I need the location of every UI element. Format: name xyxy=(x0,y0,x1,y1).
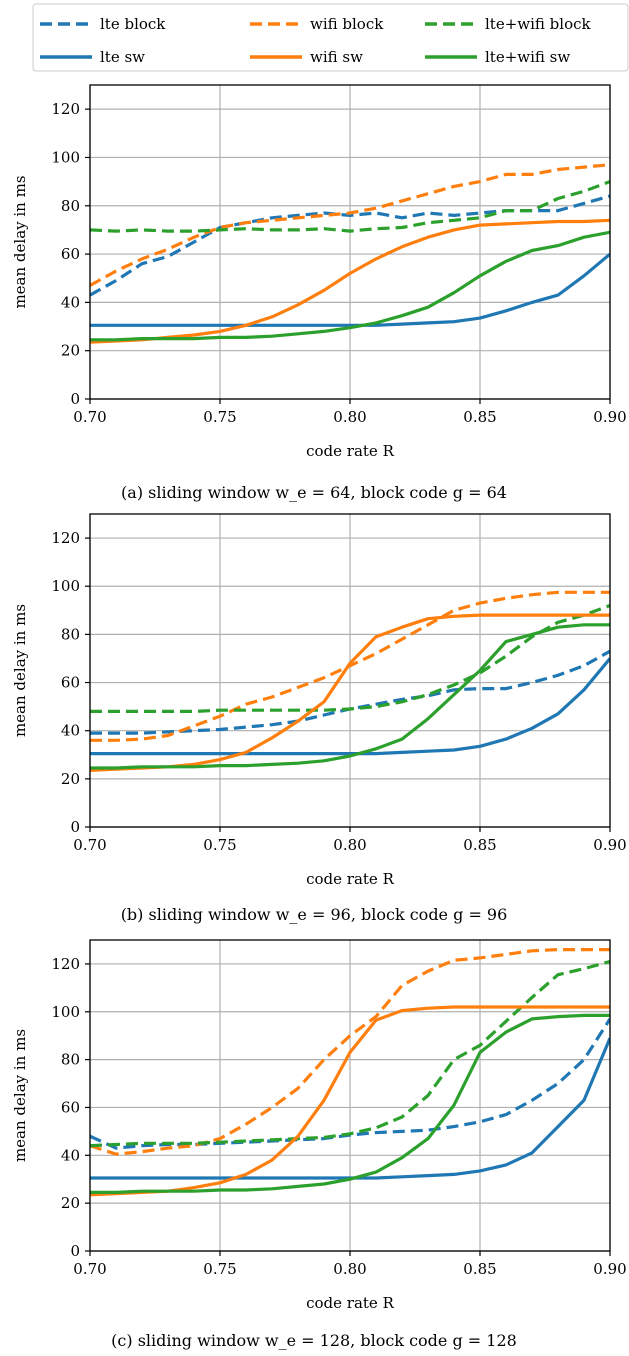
y-axis-label: mean delay in ms xyxy=(11,175,29,308)
y-axis-label: mean delay in ms xyxy=(11,1029,29,1162)
y-tick-label: 60 xyxy=(61,1098,80,1116)
chart-panel-b: 0.70 0.75 0.80 0.85 0.90 0 20 40 60 80 100 120 code … xyxy=(11,513,627,924)
y-tick-label: 0 xyxy=(70,1242,80,1260)
series-line-lte-wifi-block xyxy=(90,959,610,1148)
x-tick-label: 0.85 xyxy=(463,836,496,854)
series-line-lte-wifi-sw xyxy=(90,623,610,770)
series-line-lte-wifi-sw xyxy=(90,230,610,342)
legend-entry-label: lte+wifi sw xyxy=(485,48,570,66)
x-tick-label: 0.90 xyxy=(593,408,626,426)
grid xyxy=(89,514,611,828)
y-tick-label: 120 xyxy=(51,955,80,973)
legend-entry-label: lte block xyxy=(100,15,166,33)
legend-entry-label: lte+wifi block xyxy=(485,15,592,33)
series-line-wifi-block xyxy=(90,948,610,1156)
x-axis-label: code rate R xyxy=(306,870,394,888)
y-tick-label: 20 xyxy=(61,1194,80,1212)
legend: lte block wifi block lte+wifi block lte sw w… xyxy=(32,3,629,72)
series-group xyxy=(90,163,610,344)
panel-caption: (c) sliding window w_e = 128, block code… xyxy=(111,1331,517,1350)
y-tick-label: 20 xyxy=(61,342,80,360)
x-axis-label: code rate R xyxy=(306,1294,394,1312)
x-tick-label: 0.90 xyxy=(593,1260,626,1278)
y-tick-label: 80 xyxy=(61,1051,80,1069)
series-line-lte-wifi-block xyxy=(90,603,610,713)
ticks: 0.70 0.75 0.80 0.85 0.90 0 20 40 60 80 100 120 xyxy=(51,529,626,854)
y-tick-label: 0 xyxy=(70,390,80,408)
x-tick-label: 0.70 xyxy=(73,836,106,854)
legend-frame xyxy=(32,3,629,72)
x-tick-label: 0.70 xyxy=(73,408,106,426)
panel-caption: (b) sliding window w_e = 96, block code … xyxy=(121,905,508,924)
legend-entry-label: lte sw xyxy=(100,48,145,66)
y-tick-label: 100 xyxy=(51,1003,80,1021)
x-tick-label: 0.70 xyxy=(73,1260,106,1278)
y-tick-label: 20 xyxy=(61,770,80,788)
series-line-lte-sw xyxy=(90,657,610,756)
y-tick-label: 40 xyxy=(61,1146,80,1164)
y-tick-label: 120 xyxy=(51,100,80,118)
y-tick-label: 100 xyxy=(51,577,80,595)
series-line-lte-wifi-sw xyxy=(90,1013,610,1194)
y-tick-label: 40 xyxy=(61,293,80,311)
x-tick-label: 0.75 xyxy=(203,408,236,426)
panel-caption: (a) sliding window w_e = 64, block code … xyxy=(121,483,507,502)
y-tick-label: 60 xyxy=(61,245,80,263)
ticks: 0.70 0.75 0.80 0.85 0.90 0 20 40 60 80 100 120 xyxy=(51,955,626,1278)
y-tick-label: 120 xyxy=(51,529,80,547)
y-tick-label: 60 xyxy=(61,674,80,692)
x-tick-label: 0.80 xyxy=(333,836,366,854)
x-tick-label: 0.80 xyxy=(333,408,366,426)
x-tick-label: 0.85 xyxy=(463,1260,496,1278)
x-tick-label: 0.75 xyxy=(203,836,236,854)
y-axis-label: mean delay in ms xyxy=(11,604,29,737)
y-tick-label: 40 xyxy=(61,722,80,740)
series-group xyxy=(90,948,610,1197)
series-line-wifi-sw xyxy=(90,218,610,344)
y-tick-label: 100 xyxy=(51,148,80,166)
series-line-lte-wifi-block xyxy=(90,180,610,233)
y-tick-label: 80 xyxy=(61,197,80,215)
series-line-lte-sw xyxy=(90,252,610,327)
grid xyxy=(89,940,611,1252)
series-line-wifi-block xyxy=(90,163,610,287)
grid xyxy=(89,85,611,400)
x-axis-label: code rate R xyxy=(306,442,394,460)
chart-panel-c: 0.70 0.75 0.80 0.85 0.90 0 20 40 60 80 100 120 code … xyxy=(11,939,627,1350)
x-tick-label: 0.80 xyxy=(333,1260,366,1278)
x-tick-label: 0.75 xyxy=(203,1260,236,1278)
y-tick-label: 0 xyxy=(70,818,80,836)
chart-panel-a: 0.70 0.75 0.80 0.85 0.90 0 20 40 60 80 100 120 code … xyxy=(11,84,627,502)
x-tick-label: 0.90 xyxy=(593,836,626,854)
legend-entry-label: wifi sw xyxy=(310,48,363,66)
legend-entry-label: wifi block xyxy=(310,15,384,33)
series-group xyxy=(90,590,610,772)
y-tick-label: 80 xyxy=(61,625,80,643)
x-tick-label: 0.85 xyxy=(463,408,496,426)
ticks: 0.70 0.75 0.80 0.85 0.90 0 20 40 60 80 100 120 xyxy=(51,100,626,426)
